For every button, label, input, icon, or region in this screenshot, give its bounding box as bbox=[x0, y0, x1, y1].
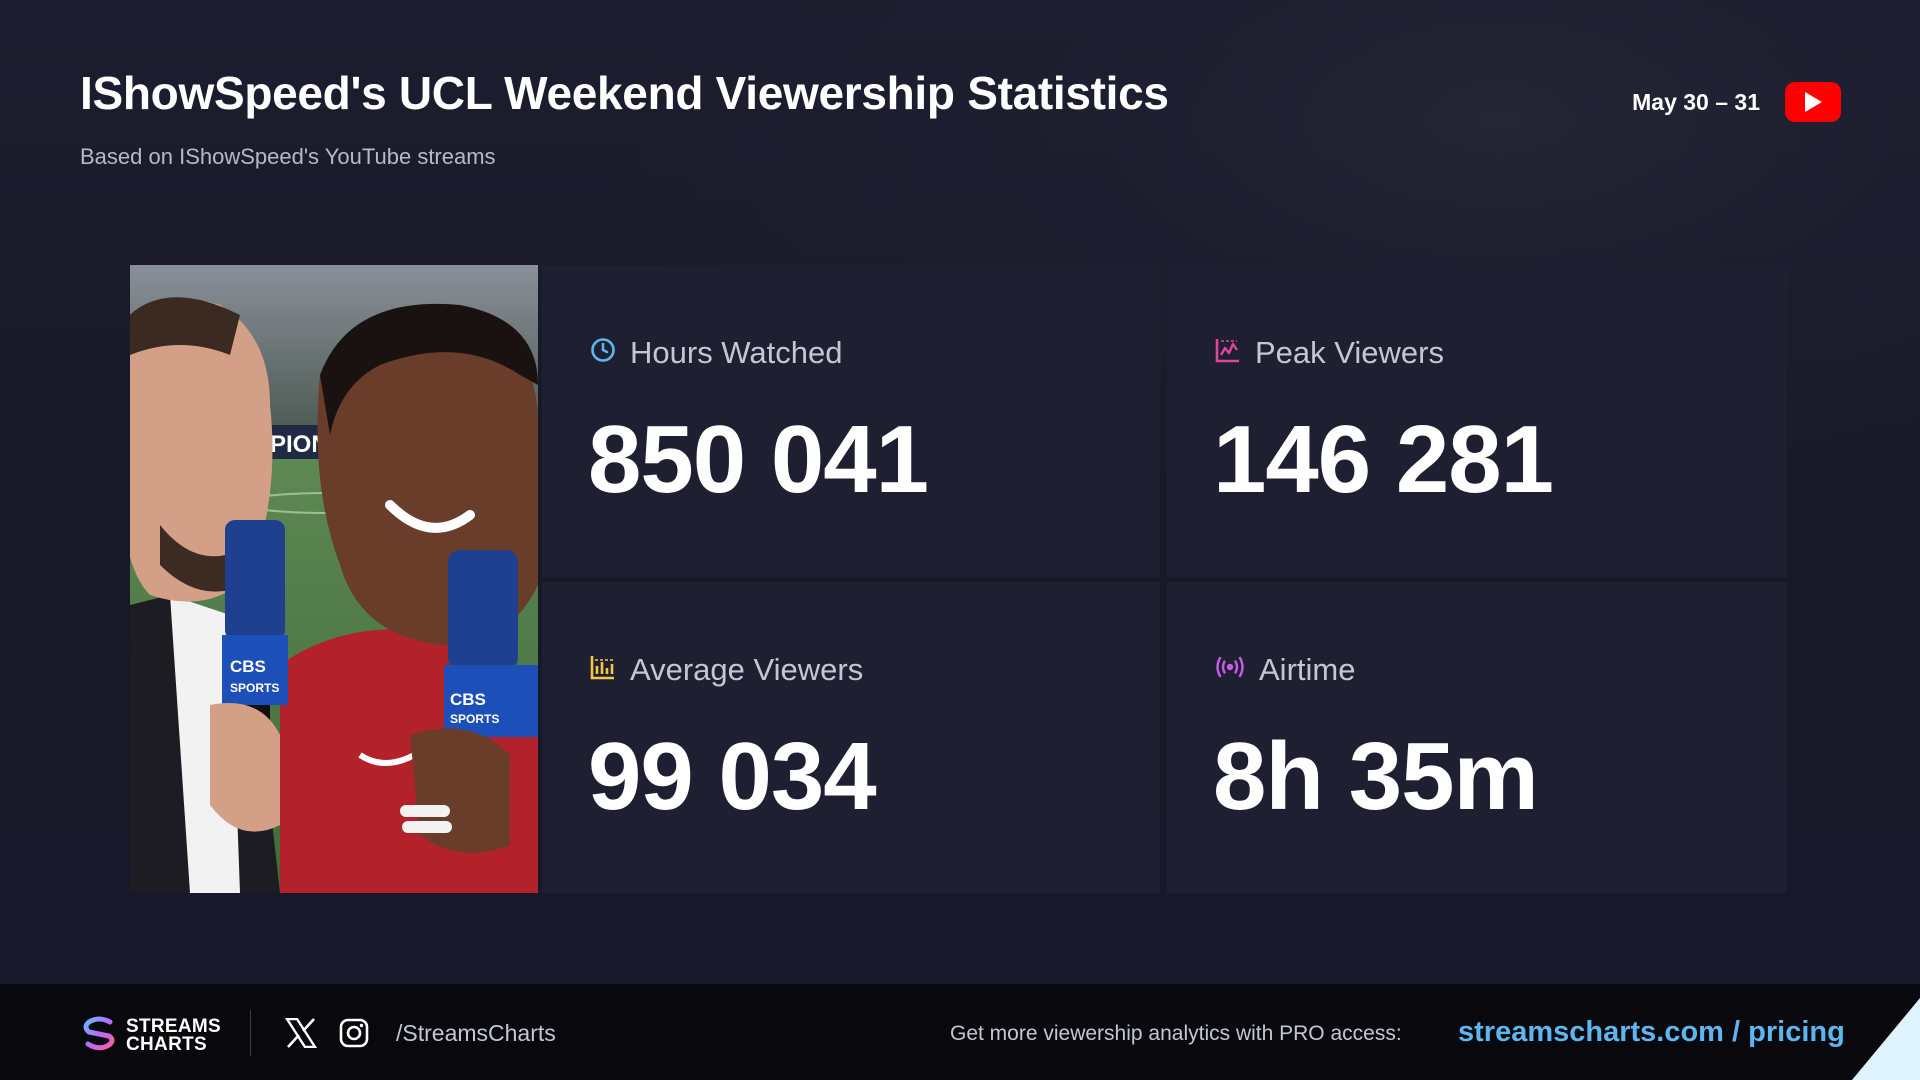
line-chart-icon bbox=[1215, 335, 1241, 371]
stat-value: 146 281 bbox=[1213, 406, 1554, 513]
date-range: May 30 – 31 bbox=[1632, 89, 1760, 115]
stream-photo: PIONS CBS SPORTS CBS SPORTS bbox=[130, 265, 538, 893]
streamscharts-logo-icon bbox=[80, 1014, 118, 1057]
page-title: IShowSpeed's UCL Weekend Viewership Stat… bbox=[80, 67, 1169, 119]
youtube-icon bbox=[1785, 82, 1841, 122]
stat-value: 850 041 bbox=[588, 406, 929, 513]
social-handle[interactable]: /StreamsCharts bbox=[396, 1020, 556, 1046]
mic-brand-2: SPORTS bbox=[230, 681, 279, 695]
stat-card-hours-watched: Hours Watched 850 041 bbox=[542, 265, 1160, 577]
page-subtitle: Based on IShowSpeed's YouTube streams bbox=[80, 144, 496, 169]
logo-line-1: STREAMS bbox=[126, 1015, 221, 1037]
mic-brand-1b: CBS bbox=[450, 690, 486, 709]
pricing-link[interactable]: streamscharts.com / pricing bbox=[1458, 1016, 1845, 1048]
x-icon[interactable] bbox=[284, 1017, 318, 1053]
stat-label: Hours Watched bbox=[630, 335, 843, 370]
corner-decoration bbox=[1852, 998, 1920, 1080]
footer-divider bbox=[250, 1010, 251, 1056]
stat-label: Average Viewers bbox=[630, 652, 864, 687]
stat-card-airtime: Airtime 8h 35m bbox=[1167, 582, 1787, 893]
clock-icon bbox=[590, 335, 616, 371]
broadcast-icon bbox=[1215, 652, 1245, 688]
promo-text: Get more viewership analytics with PRO a… bbox=[950, 1022, 1402, 1045]
footer: STREAMS CHARTS /StreamsCharts Get more v… bbox=[0, 984, 1920, 1080]
bar-chart-icon bbox=[590, 652, 616, 688]
stat-label: Peak Viewers bbox=[1255, 335, 1444, 370]
stat-label: Airtime bbox=[1259, 652, 1356, 687]
stat-card-peak-viewers: Peak Viewers 146 281 bbox=[1167, 265, 1787, 577]
stat-card-average-viewers: Average Viewers 99 034 bbox=[542, 582, 1160, 893]
mic-brand-2b: SPORTS bbox=[450, 712, 499, 726]
mic-brand-1: CBS bbox=[230, 657, 266, 676]
stat-value: 99 034 bbox=[588, 723, 877, 830]
instagram-icon[interactable] bbox=[339, 1018, 369, 1053]
logo-line-2: CHARTS bbox=[126, 1033, 207, 1055]
streamscharts-logo[interactable]: STREAMS CHARTS bbox=[80, 1014, 221, 1057]
stat-value: 8h 35m bbox=[1213, 723, 1539, 830]
